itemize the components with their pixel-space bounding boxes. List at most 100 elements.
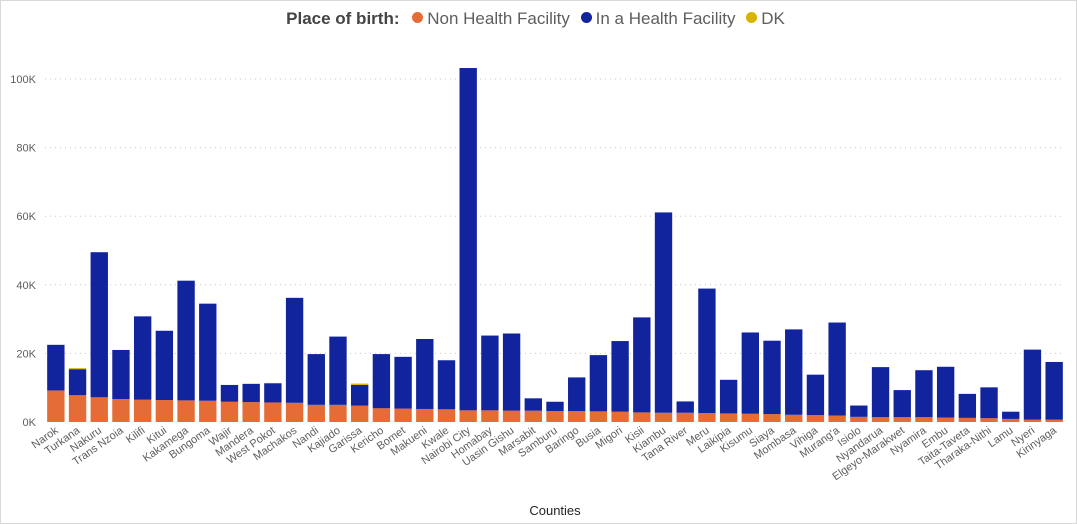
bar-segment[interactable]	[633, 317, 651, 413]
bar-segment[interactable]	[654, 412, 673, 422]
legend-label: In a Health Facility	[595, 9, 736, 28]
bar-segment[interactable]	[481, 335, 499, 411]
bar-segment[interactable]	[47, 390, 65, 422]
bar-segment[interactable]	[806, 374, 825, 416]
bar-segment[interactable]	[546, 401, 564, 412]
bar-segment[interactable]	[90, 252, 108, 398]
bar-segment[interactable]	[372, 408, 391, 422]
bar-segment[interactable]	[568, 411, 586, 422]
bar-segment[interactable]	[611, 341, 629, 412]
bar-segment[interactable]	[307, 404, 325, 422]
bar-segment[interactable]	[1045, 361, 1063, 420]
bar-segment[interactable]	[68, 395, 87, 422]
bar-segment[interactable]	[676, 401, 694, 413]
bar-segment[interactable]	[459, 68, 477, 411]
bar-segment[interactable]	[351, 384, 369, 406]
bar-segment[interactable]	[980, 418, 998, 422]
bar-segment[interactable]	[416, 408, 434, 422]
bar-segment[interactable]	[698, 413, 716, 422]
bar-segment[interactable]	[155, 330, 174, 401]
bar-segment[interactable]	[307, 354, 325, 405]
bar-segment[interactable]	[459, 410, 477, 422]
bar-segment[interactable]	[1045, 419, 1063, 422]
bar-segment[interactable]	[633, 412, 651, 422]
bar-segment[interactable]	[199, 303, 217, 401]
bar-segment[interactable]	[133, 316, 152, 400]
bar-segment[interactable]	[958, 417, 977, 422]
bar-segment[interactable]	[416, 338, 434, 409]
bar-segment[interactable]	[394, 408, 412, 422]
bar-segment[interactable]	[68, 368, 87, 370]
bar-segment[interactable]	[1023, 419, 1042, 422]
bar-segment[interactable]	[177, 400, 195, 422]
bar-segment[interactable]	[568, 377, 586, 412]
bar-segment[interactable]	[676, 412, 694, 422]
bar-segment[interactable]	[850, 405, 868, 417]
bar-segment[interactable]	[546, 411, 564, 422]
bar-segment[interactable]	[220, 401, 239, 422]
bar-segment[interactable]	[828, 322, 846, 416]
bar-segment[interactable]	[524, 398, 542, 411]
bar-segment[interactable]	[68, 369, 87, 396]
bar-segment[interactable]	[741, 413, 759, 422]
bar-segment[interactable]	[763, 414, 781, 422]
bar-segment[interactable]	[329, 336, 347, 405]
bar-segment[interactable]	[871, 367, 890, 418]
bar-segment[interactable]	[502, 410, 521, 422]
bar-segment[interactable]	[199, 400, 217, 422]
bar-segment[interactable]	[850, 416, 868, 422]
bar-segment[interactable]	[394, 356, 412, 409]
bar-segment[interactable]	[177, 280, 195, 401]
bar-segment[interactable]	[893, 417, 911, 422]
bar-segment[interactable]	[589, 355, 608, 412]
bar-segment[interactable]	[47, 344, 65, 391]
bar-segment[interactable]	[155, 400, 174, 422]
bar-segment[interactable]	[133, 399, 152, 422]
bar-segment[interactable]	[698, 288, 716, 414]
bar-segment[interactable]	[915, 417, 933, 422]
bar-segment[interactable]	[936, 417, 955, 422]
bar-segment[interactable]	[785, 414, 803, 422]
bar-segment[interactable]	[980, 387, 998, 419]
bar-segment[interactable]	[264, 402, 282, 422]
bar-segment[interactable]	[437, 409, 456, 422]
bar-segment[interactable]	[763, 340, 781, 415]
bar-segment[interactable]	[806, 415, 825, 422]
bar-segment[interactable]	[893, 390, 911, 418]
bar-segment[interactable]	[502, 333, 521, 411]
bar-segment[interactable]	[112, 349, 130, 400]
bar-segment[interactable]	[329, 404, 347, 422]
bar-segment[interactable]	[589, 411, 608, 422]
bar-segment[interactable]	[785, 329, 803, 415]
bar-segment[interactable]	[481, 410, 499, 422]
bar-segment[interactable]	[1002, 418, 1020, 422]
bar-segment[interactable]	[351, 383, 369, 385]
bar-segment[interactable]	[112, 399, 130, 422]
bar-segment[interactable]	[871, 417, 890, 422]
bar-segment[interactable]	[264, 383, 282, 403]
legend-item-non-health-facility[interactable]: Non Health Facility	[412, 9, 574, 28]
bar-segment[interactable]	[1002, 411, 1020, 419]
bar-segment[interactable]	[351, 405, 369, 422]
bar-segment[interactable]	[915, 370, 933, 418]
legend-item-health-facility[interactable]: In a Health Facility	[580, 9, 741, 28]
bar-segment[interactable]	[958, 393, 977, 418]
bar-segment[interactable]	[524, 410, 542, 422]
bar-segment[interactable]	[242, 402, 260, 422]
bar-segment[interactable]	[90, 397, 108, 422]
bar-segment[interactable]	[372, 354, 391, 409]
bar-segment[interactable]	[285, 402, 304, 422]
bar-segment[interactable]	[285, 297, 304, 403]
bar-segment[interactable]	[719, 379, 738, 414]
bar-segment[interactable]	[242, 383, 260, 403]
legend-item-dk[interactable]: DK	[746, 9, 785, 28]
bar-segment[interactable]	[437, 360, 456, 410]
bar-segment[interactable]	[654, 212, 673, 413]
bar-segment[interactable]	[936, 366, 955, 418]
bar-segment[interactable]	[828, 415, 846, 422]
bar-segment[interactable]	[611, 411, 629, 422]
bar-segment[interactable]	[220, 384, 239, 402]
bar-segment[interactable]	[1023, 349, 1042, 420]
bar-segment[interactable]	[719, 413, 738, 422]
bar-segment[interactable]	[741, 332, 759, 414]
